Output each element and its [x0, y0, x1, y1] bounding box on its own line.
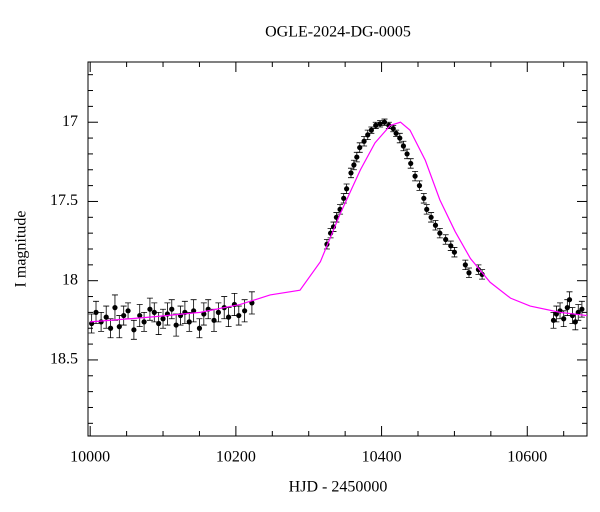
- data-point: [196, 325, 203, 331]
- data-point: [169, 306, 175, 312]
- data-point: [173, 322, 179, 328]
- data-point: [432, 222, 439, 228]
- data-point: [368, 127, 374, 133]
- data-point: [381, 119, 388, 125]
- data-point: [225, 314, 232, 320]
- data-point: [137, 312, 143, 319]
- data-point: [386, 122, 392, 128]
- data-point: [186, 319, 192, 325]
- data-point: [215, 309, 221, 315]
- data-point: [428, 214, 434, 220]
- data-point: [341, 195, 347, 201]
- y-tick-label: 18: [62, 271, 78, 288]
- y-tick-label: 18.5: [50, 351, 78, 368]
- data-point: [116, 324, 122, 330]
- data-point: [475, 267, 482, 273]
- data-point: [351, 162, 357, 168]
- data-point: [408, 160, 414, 167]
- x-tick-label: 10400: [362, 449, 402, 466]
- data-point: [151, 309, 157, 315]
- data-point: [412, 173, 418, 179]
- data-point: [201, 311, 207, 317]
- data-point: [93, 309, 99, 315]
- data-point: [357, 144, 363, 151]
- data-point: [416, 183, 423, 189]
- data-point: [191, 308, 197, 314]
- data-point: [107, 325, 114, 331]
- data-point: [242, 308, 248, 314]
- x-axis-label: HJD - 2450000: [289, 479, 388, 496]
- data-point: [141, 319, 147, 325]
- data-point: [98, 319, 104, 325]
- data-point: [211, 317, 217, 323]
- data-point: [443, 236, 449, 243]
- data-point: [553, 311, 560, 317]
- data-point: [566, 297, 573, 303]
- data-point: [437, 230, 443, 236]
- data-point: [479, 271, 485, 277]
- y-tick-label: 17: [62, 113, 78, 130]
- data-point: [112, 305, 118, 311]
- data-point: [121, 312, 127, 319]
- data-point: [131, 327, 137, 333]
- data-point: [561, 316, 567, 322]
- data-point: [103, 314, 109, 320]
- data-point: [421, 195, 427, 201]
- data-point: [344, 186, 350, 192]
- data-point: [462, 262, 468, 268]
- data-point: [400, 143, 407, 149]
- data-point: [156, 320, 162, 327]
- data-point: [354, 154, 360, 160]
- data-point: [397, 135, 403, 141]
- y-axis-label: I magnitude: [13, 211, 30, 288]
- data-point: [575, 309, 581, 315]
- data-point: [579, 306, 585, 312]
- plot-frame: [87, 61, 588, 437]
- data-point: [160, 316, 166, 322]
- data-point: [147, 306, 153, 312]
- data-point: [393, 130, 399, 136]
- x-tick-label: 10000: [70, 449, 110, 466]
- x-tick-label: 10600: [507, 449, 547, 466]
- x-tick-label: 10200: [216, 449, 256, 466]
- data-point: [377, 121, 383, 127]
- data-point: [125, 308, 131, 314]
- data-point: [451, 249, 458, 255]
- data-point: [466, 270, 472, 276]
- data-point: [373, 122, 379, 128]
- y-tick-label: 17.5: [50, 192, 78, 209]
- data-point: [236, 312, 242, 319]
- model-curve: [90, 121, 587, 323]
- data-point: [348, 170, 354, 176]
- data-point: [424, 206, 430, 212]
- data-point: [404, 151, 410, 157]
- chart-title: OGLE-2024-DG-0005: [265, 24, 411, 41]
